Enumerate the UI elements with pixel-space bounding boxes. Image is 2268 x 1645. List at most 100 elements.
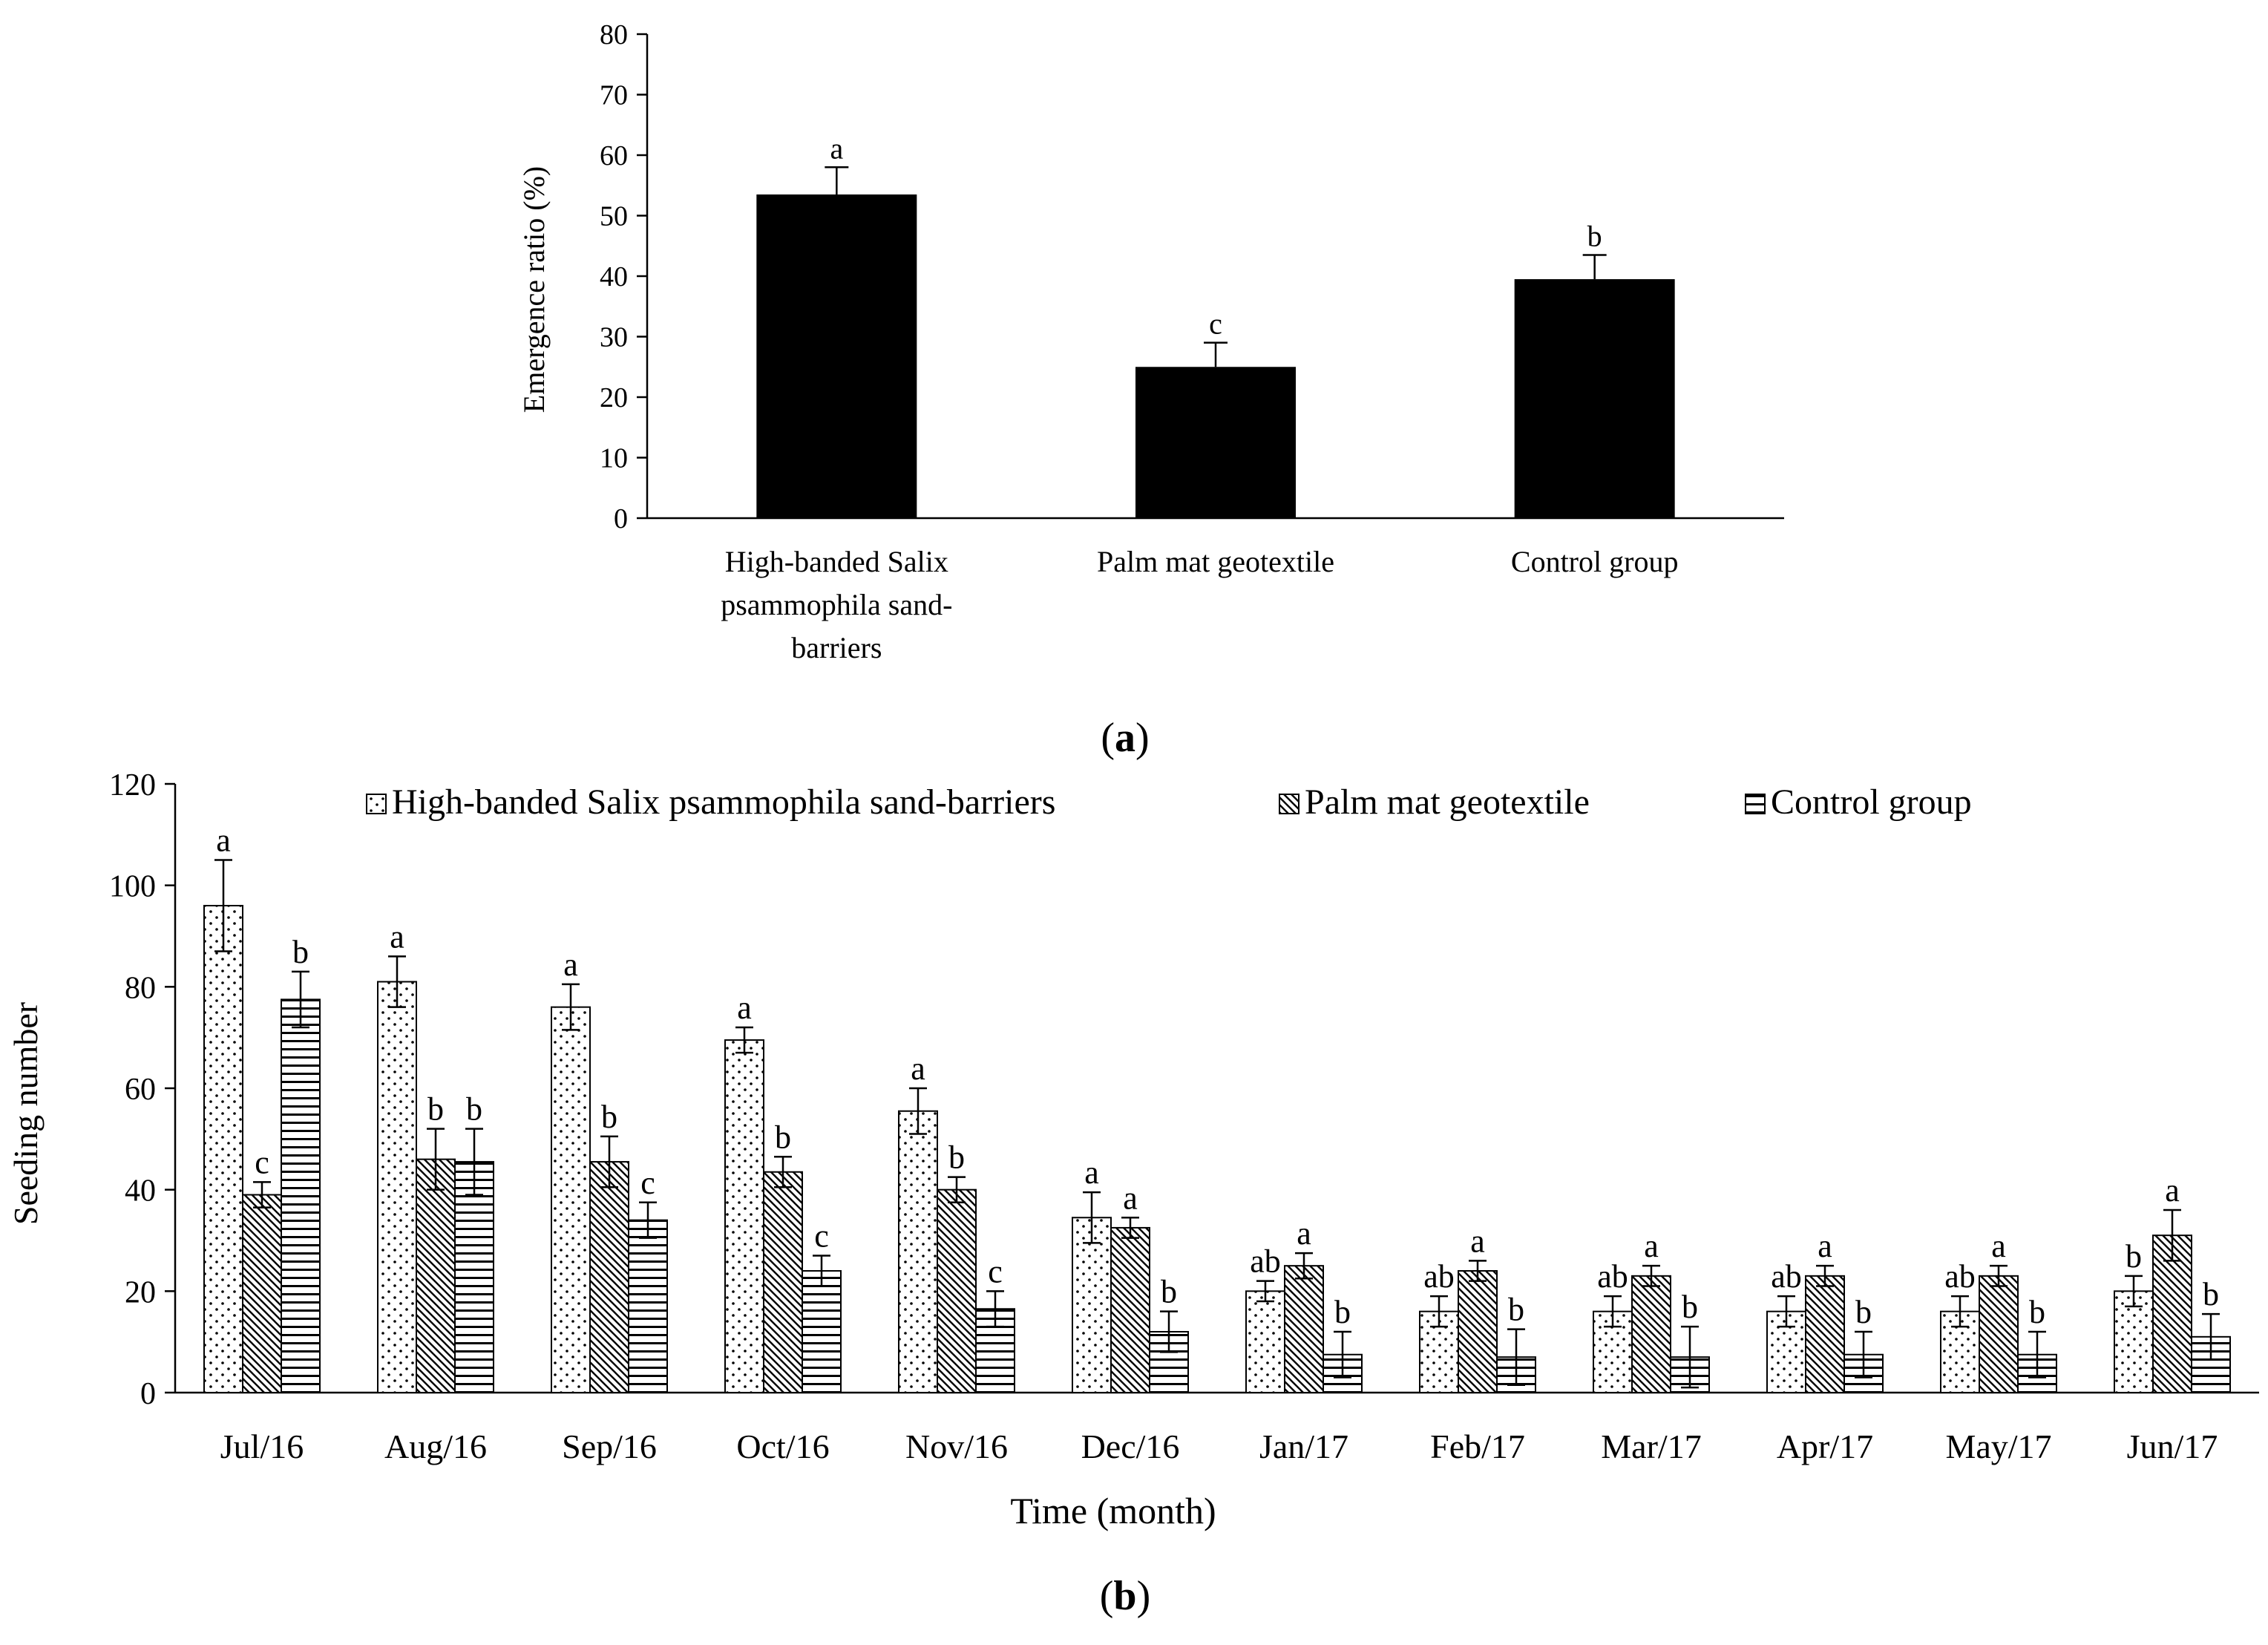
x-tick-label: Oct/16 xyxy=(736,1427,829,1465)
chart-b-axes: 0 20 40 60 80 100 120 Jul/16 Aug/16 Sep/16 Oct/16 N… xyxy=(109,768,2259,1465)
bar xyxy=(1284,1265,1324,1393)
significance-label: a xyxy=(2165,1172,2180,1209)
y-tick-label: 120 xyxy=(109,768,156,802)
y-tick-label: 60 xyxy=(125,1073,156,1107)
bar xyxy=(1458,1270,1498,1393)
significance-label: a xyxy=(390,918,404,955)
significance-label: ab xyxy=(1597,1258,1628,1295)
x-tick-label: Jan/17 xyxy=(1259,1427,1348,1465)
significance-label: a xyxy=(737,990,752,1026)
legend: High-banded Salix psammophila sand-barri… xyxy=(366,782,1972,822)
legend-swatch xyxy=(366,794,387,814)
chart-b-bars: acb ab babcabcabcaabababababababababababba… xyxy=(203,822,2231,1394)
significance-label: a xyxy=(563,946,578,983)
x-tick-label: Sep/16 xyxy=(562,1427,657,1465)
significance-label: a xyxy=(1470,1223,1485,1259)
bar xyxy=(281,998,321,1393)
bar xyxy=(551,1006,591,1393)
significance-label: b xyxy=(1855,1294,1872,1330)
panel-label-b-letter: b xyxy=(1113,1573,1136,1619)
x-tick-label: Aug/16 xyxy=(384,1427,487,1465)
bar xyxy=(242,1194,282,1393)
significance-label: b xyxy=(1161,1274,1177,1310)
significance-label: b xyxy=(2126,1238,2142,1275)
bar xyxy=(203,905,243,1393)
bar xyxy=(724,1039,764,1394)
significance-label: b xyxy=(292,934,309,970)
significance-label: b xyxy=(1587,219,1602,252)
bar xyxy=(763,1171,803,1393)
significance-label: ab xyxy=(1423,1258,1455,1295)
x-tick-label: Palm mat geotextile xyxy=(1097,545,1334,578)
significance-label: c xyxy=(814,1218,829,1255)
x-tick-label: Jul/16 xyxy=(220,1427,304,1465)
bar xyxy=(589,1161,629,1394)
panel-label-a: (a) xyxy=(1101,715,1149,761)
bar xyxy=(416,1158,456,1393)
significance-label: c xyxy=(1209,307,1222,341)
y-tick-label: 80 xyxy=(125,971,156,1005)
panel-label-b: (b) xyxy=(1100,1573,1150,1619)
significance-label: a xyxy=(1991,1228,2006,1264)
y-tick-label: 60 xyxy=(600,140,628,171)
significance-label: ab xyxy=(1944,1258,1976,1295)
significance-label: c xyxy=(255,1144,269,1180)
significance-label: c xyxy=(988,1253,1003,1289)
significance-label: b xyxy=(427,1091,444,1128)
bar xyxy=(937,1188,977,1393)
chart-a-axes: 0 10 20 30 40 50 60 70 80 High-banded Salix psammo… xyxy=(600,19,1784,664)
y-tick-label: 80 xyxy=(600,19,628,50)
bar xyxy=(628,1219,668,1393)
x-tick-label: Control group xyxy=(1511,545,1679,578)
bar xyxy=(1631,1275,1671,1394)
y-axis-title: Seeding number xyxy=(7,1002,45,1225)
significance-label: a xyxy=(830,131,843,165)
significance-label: ab xyxy=(1771,1258,1802,1295)
bar xyxy=(1135,367,1296,518)
y-tick-label: 20 xyxy=(125,1275,156,1309)
x-tick-label: barriers xyxy=(791,631,882,664)
x-tick-label: Nov/16 xyxy=(905,1427,1008,1465)
panel-label-a-letter: a xyxy=(1115,715,1135,761)
significance-label: b xyxy=(2029,1294,2045,1330)
bar xyxy=(1514,279,1675,518)
x-tick-label: May/17 xyxy=(1945,1427,2051,1465)
significance-label: b xyxy=(948,1139,965,1176)
y-tick-label: 50 xyxy=(600,201,628,232)
significance-label: b xyxy=(1508,1292,1524,1328)
legend-swatch xyxy=(1745,794,1766,814)
significance-label: a xyxy=(1123,1180,1138,1216)
y-tick-label: 0 xyxy=(614,503,628,534)
significance-label: a xyxy=(1084,1154,1099,1191)
x-tick-label: Jun/17 xyxy=(2127,1427,2218,1465)
y-tick-label: 100 xyxy=(109,870,156,904)
legend-label: Palm mat geotextile xyxy=(1305,782,1590,822)
significance-label: b xyxy=(2203,1276,2219,1312)
y-tick-label: 0 xyxy=(140,1377,156,1411)
chart-b: 0 20 40 60 80 100 120 Jul/16 Aug/16 Sep/16 Oct/16 N… xyxy=(7,768,2259,1531)
x-axis-title: Time (month) xyxy=(1010,1490,1216,1531)
y-tick-label: 40 xyxy=(600,261,628,292)
y-tick-label: 10 xyxy=(600,443,628,474)
y-tick-label: 40 xyxy=(125,1174,156,1209)
x-tick-label: Feb/17 xyxy=(1430,1427,1525,1465)
y-tick-label: 20 xyxy=(600,382,628,413)
significance-label: b xyxy=(775,1119,791,1155)
bar xyxy=(756,194,917,518)
bar xyxy=(1245,1290,1285,1394)
legend-swatch xyxy=(1279,794,1299,814)
significance-label: b xyxy=(466,1091,482,1128)
significance-label: a xyxy=(216,822,231,859)
y-tick-label: 30 xyxy=(600,322,628,353)
bar xyxy=(454,1161,494,1394)
bar xyxy=(1979,1275,2019,1394)
bar xyxy=(377,981,417,1393)
legend-label: Control group xyxy=(1771,782,1972,822)
legend-label: High-banded Salix psammophila sand-barri… xyxy=(392,782,1055,822)
chart-a: 0 10 20 30 40 50 60 70 80 High-banded Salix psammo… xyxy=(517,19,1784,664)
significance-label: a xyxy=(911,1050,925,1087)
bar xyxy=(1110,1226,1150,1393)
bar xyxy=(898,1110,938,1393)
x-tick-label: psammophila sand- xyxy=(721,588,952,621)
x-tick-label: Dec/16 xyxy=(1081,1427,1180,1465)
